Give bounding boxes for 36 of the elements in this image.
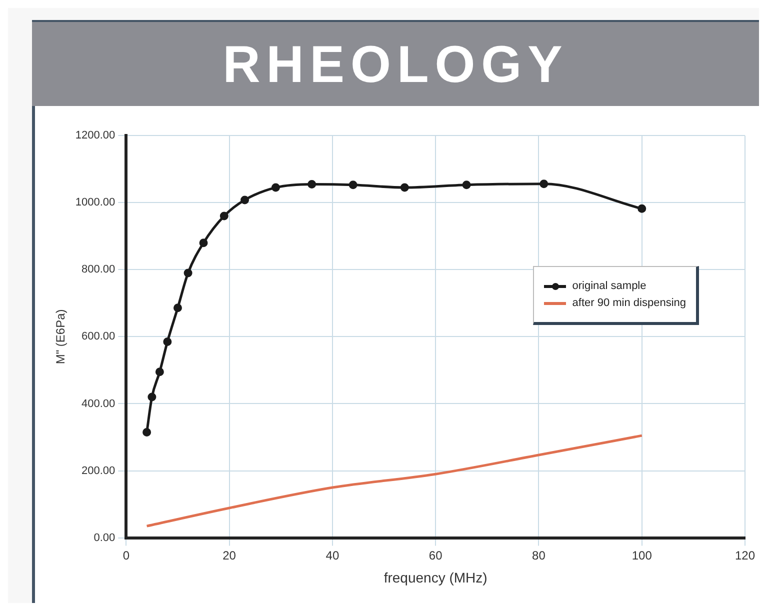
legend-label: original sample — [572, 280, 646, 292]
point — [638, 204, 646, 213]
y-tick-label: 600.00 — [82, 330, 116, 343]
point — [240, 196, 250, 204]
point — [184, 268, 192, 278]
point — [540, 180, 548, 188]
y-axis-title: M" (E6Pa) — [54, 309, 68, 364]
point — [199, 238, 208, 248]
y-tick-label: 1200.00 — [75, 130, 116, 142]
point — [462, 180, 471, 190]
y-tick-label: 0.00 — [94, 532, 116, 544]
point — [142, 428, 152, 436]
point — [348, 180, 358, 190]
point — [220, 212, 228, 220]
y-tick-label: 400.00 — [82, 398, 116, 410]
point — [173, 304, 182, 312]
x-tick-label: 80 — [532, 548, 546, 562]
x-axis-title: frequency (MHz) — [384, 569, 488, 586]
x-tick-label: 120 — [734, 548, 756, 562]
x-tick-label: 60 — [428, 548, 443, 562]
x-tick-label: 0 — [122, 548, 130, 562]
line-series — [146, 434, 644, 528]
x-tick-label: 20 — [222, 548, 236, 562]
chart-title: RHEOLOGY — [32, 22, 759, 108]
point — [148, 392, 156, 402]
y-tick-label: 200.00 — [82, 464, 116, 477]
point — [400, 183, 409, 192]
point — [308, 180, 316, 188]
x-tick-label: 100 — [632, 548, 652, 562]
y-tick-label: 1000.00 — [75, 196, 116, 209]
point — [155, 368, 164, 376]
legend-label: after 90 min dispensing — [572, 297, 686, 309]
y-tick-label: 800.00 — [82, 264, 116, 276]
point — [271, 183, 280, 192]
x-tick-label: 40 — [326, 548, 340, 562]
point — [163, 337, 172, 346]
